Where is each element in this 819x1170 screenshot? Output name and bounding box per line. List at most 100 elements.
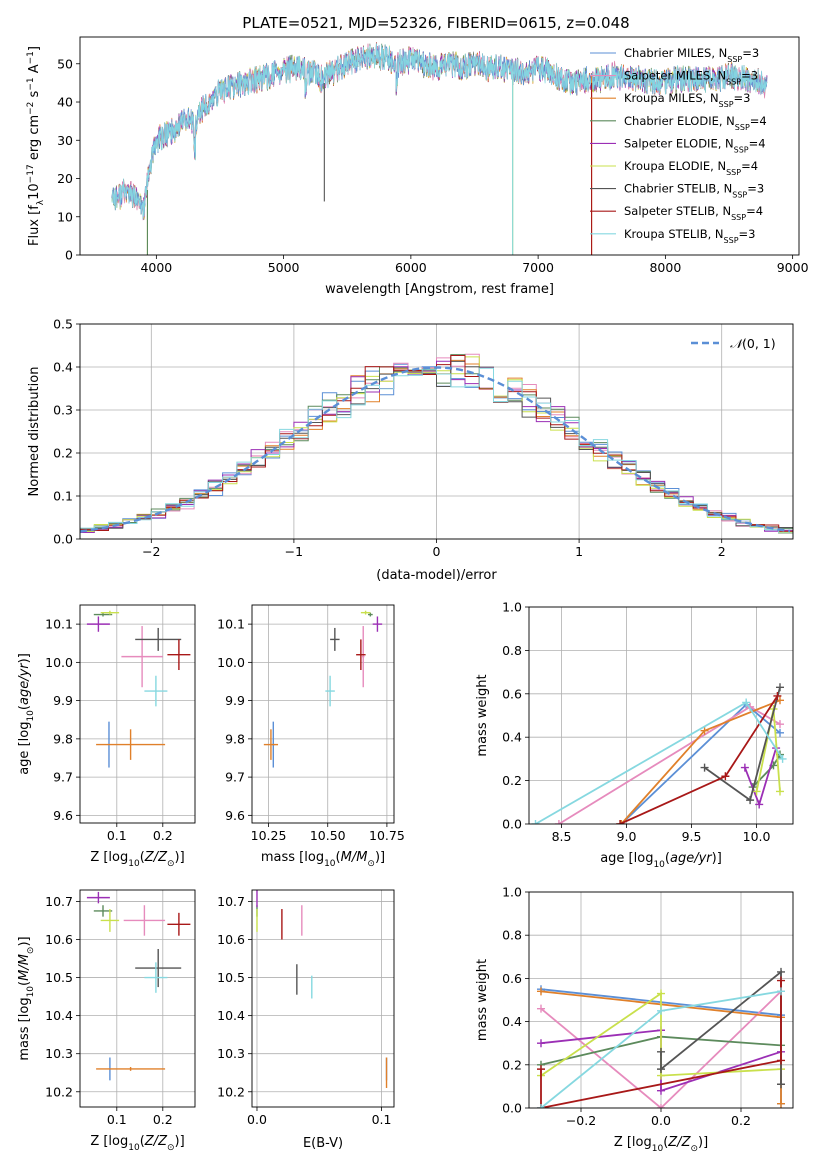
x-tick-label: 10.75 [369, 828, 405, 843]
figure-title: PLATE=0521, MJD=52326, FIBERID=0615, z=0… [242, 14, 629, 32]
weight-marker-6 [777, 1080, 785, 1089]
y-tick-label: 0.8 [502, 643, 522, 658]
y-tick-label: 10.1 [45, 617, 73, 632]
y-tick-label: 10.7 [217, 894, 245, 909]
y-tick-label: 0 [65, 248, 73, 263]
weight-marker-6 [775, 683, 784, 692]
weight-marker-4 [537, 1039, 545, 1048]
y-tick-label: 0.2 [53, 446, 73, 461]
x-tick-label: 0.1 [107, 1112, 127, 1127]
legend-entry: Salpeter ELODIE, NSSP=4 [624, 136, 766, 154]
y-tick-label: 20 [57, 171, 73, 186]
y-tick-label: 10.5 [45, 970, 73, 985]
legend-entry: Chabrier MILES, NSSP=3 [624, 46, 759, 64]
weight-marker-2 [537, 987, 545, 996]
x-tick-label: 4000 [140, 260, 172, 275]
weight-marker-5 [657, 989, 665, 998]
y-tick-label: 10.1 [217, 617, 245, 632]
weight-line-6 [660, 970, 782, 1085]
x-tick-label: −1 [285, 544, 303, 559]
weight-marker-8 [657, 1006, 665, 1015]
weight-marker-7 [616, 820, 625, 824]
y-tick-label: 9.8 [225, 731, 245, 746]
x-tick-label: 0.2 [153, 1112, 173, 1127]
weight-marker-6 [657, 1047, 665, 1056]
x-tick-label: 0.0 [247, 1112, 267, 1127]
axes-frame [251, 604, 395, 824]
weight-marker-8 [531, 820, 540, 824]
weight-marker-6 [657, 1065, 665, 1074]
y-axis-label: age [log10(age/yr)] [17, 653, 36, 775]
weight-marker-7 [777, 1056, 785, 1065]
x-tick-label: 0.0 [651, 1113, 671, 1128]
y-tick-label: 9.7 [53, 770, 73, 785]
weight-marker-1 [775, 720, 784, 729]
plot-area [531, 683, 787, 824]
x-tick-label: −2 [142, 544, 160, 559]
y-tick-label: 10.3 [217, 1046, 245, 1061]
y-tick-label: 0.4 [53, 360, 73, 375]
legend-entry: Kroupa STELIB, NSSP=3 [624, 227, 755, 245]
y-axis-label: mass [log10(M/M⊙)] [17, 936, 36, 1060]
x-tick-label: 0.2 [731, 1113, 751, 1128]
weight-marker-5 [775, 787, 784, 796]
x-tick-label: 0.1 [372, 1112, 392, 1127]
mass-vs-ebv-panel: 0.0 0.1 10.2 10.3 10.4 10.5 10.6 10.7 E(B-V) [217, 889, 395, 1151]
y-tick-label: 0.2 [502, 1057, 522, 1072]
axes-frame [528, 891, 794, 1109]
y-tick-label: 9.8 [53, 731, 73, 746]
x-tick-label: 9.0 [617, 829, 637, 844]
y-tick-label: 0.4 [502, 1014, 522, 1029]
y-tick-label: 9.7 [225, 770, 245, 785]
weight-marker-7 [537, 1065, 545, 1074]
y-tick-label: 50 [57, 56, 73, 71]
weight-marker-8 [742, 698, 751, 707]
y-tick-label: 0.8 [502, 928, 522, 943]
x-tick-label: 8.5 [552, 829, 572, 844]
axes-frame [79, 323, 794, 540]
weight-marker-7 [773, 691, 782, 700]
axes-frame [79, 889, 196, 1108]
x-tick-label: 0 [433, 544, 441, 559]
mass-vs-metallicity-panel: 0.1 0.2 10.2 10.3 10.4 10.5 10.6 10.7 Z [log10(Z… [17, 889, 196, 1153]
x-tick-label: 0.2 [153, 828, 173, 843]
mass-weight-vs-metallicity-panel: −0.2 0.0 0.2 0.0 0.2 0.4 0.6 0.8 1.0 Z [log10(Z/Z… [475, 885, 794, 1154]
y-tick-label: 10.3 [45, 1046, 73, 1061]
x-axis-label: (data-model)/error [376, 568, 497, 583]
x-axis-label: wavelength [Angstrom, rest frame] [325, 282, 554, 297]
weight-marker-8 [777, 987, 785, 996]
y-tick-label: 9.9 [225, 693, 245, 708]
x-tick-label: 9.5 [682, 829, 702, 844]
plot-area [80, 353, 793, 539]
y-tick-label: 0.0 [502, 1101, 522, 1116]
y-tick-label: 9.6 [225, 808, 245, 823]
x-axis-label: age [log10(age/yr)] [600, 851, 722, 870]
x-tick-label: 0.1 [107, 828, 127, 843]
x-tick-label: 8000 [649, 260, 681, 275]
weight-marker-4 [755, 800, 764, 809]
y-tick-label: 10 [57, 209, 73, 224]
plot-area [537, 967, 785, 1108]
plot-area [86, 610, 191, 768]
y-tick-label: 10.4 [217, 1008, 245, 1023]
y-tick-label: 10.6 [217, 932, 245, 947]
legend-entry: Salpeter MILES, NSSP=3 [624, 69, 758, 87]
y-tick-label: 0.5 [53, 317, 73, 332]
x-tick-label: 10.50 [310, 828, 346, 843]
plot-area [111, 42, 768, 255]
y-axis-label: mass weight [475, 674, 490, 756]
legend-entry: Kroupa ELODIE, NSSP=4 [624, 159, 758, 177]
weight-marker-1 [554, 820, 563, 824]
y-tick-label: 0.0 [53, 532, 73, 547]
x-axis-label: Z [log10(Z/Z⊙)] [90, 850, 184, 869]
y-tick-label: 10.6 [45, 932, 73, 947]
plot-area [256, 890, 388, 1088]
x-tick-label: 6000 [395, 260, 427, 275]
weight-marker-2 [700, 726, 709, 735]
mass-weight-vs-age-panel: 8.5 9.0 9.5 10.0 0.0 0.2 0.4 0.6 0.8 1.0 age [log1… [475, 600, 794, 870]
y-tick-label: 0.6 [502, 971, 522, 986]
weight-marker-6 [777, 967, 785, 976]
legend-entry: Chabrier STELIB, NSSP=3 [624, 182, 764, 200]
residual-histogram-panel: −2 −1 0 1 2 0.0 0.1 0.2 0.3 0.4 0.5 (data-model)/er… [27, 317, 794, 583]
